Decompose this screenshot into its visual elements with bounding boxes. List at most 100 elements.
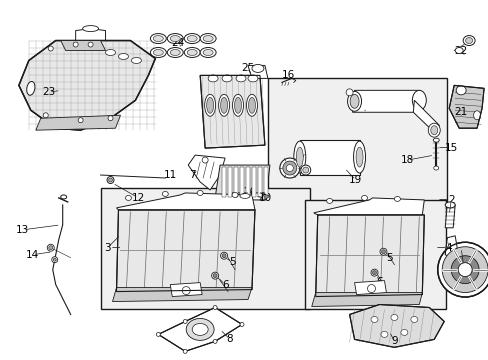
Ellipse shape (52, 257, 58, 263)
Polygon shape (444, 205, 454, 228)
Ellipse shape (450, 256, 478, 284)
Polygon shape (444, 236, 456, 258)
Ellipse shape (394, 197, 400, 201)
Ellipse shape (82, 26, 99, 32)
Ellipse shape (187, 50, 197, 55)
Ellipse shape (433, 166, 438, 170)
Bar (251, 167, 255, 197)
Text: 8: 8 (226, 334, 233, 345)
Ellipse shape (213, 274, 217, 278)
Ellipse shape (427, 123, 439, 137)
Text: 15: 15 (444, 143, 457, 153)
Ellipse shape (213, 306, 217, 310)
Ellipse shape (218, 94, 229, 116)
Polygon shape (313, 198, 424, 215)
Ellipse shape (211, 272, 218, 279)
Ellipse shape (302, 167, 308, 173)
Ellipse shape (153, 36, 163, 41)
Ellipse shape (197, 190, 203, 195)
Ellipse shape (457, 263, 471, 276)
Ellipse shape (49, 246, 53, 250)
Polygon shape (311, 293, 422, 306)
Ellipse shape (300, 165, 310, 175)
Ellipse shape (326, 198, 332, 203)
Text: 26: 26 (243, 187, 256, 197)
Ellipse shape (167, 48, 183, 58)
Ellipse shape (248, 97, 255, 113)
Ellipse shape (170, 50, 180, 55)
Ellipse shape (296, 147, 303, 167)
Polygon shape (412, 100, 438, 135)
Text: —: — (111, 243, 120, 252)
Ellipse shape (220, 97, 227, 113)
Ellipse shape (367, 285, 375, 293)
Ellipse shape (150, 33, 166, 44)
Ellipse shape (372, 271, 376, 275)
Ellipse shape (167, 33, 183, 44)
Polygon shape (215, 165, 269, 200)
Text: 12: 12 (132, 193, 145, 203)
Polygon shape (354, 280, 386, 294)
Text: 23: 23 (42, 87, 55, 97)
Text: 19: 19 (348, 175, 362, 185)
Text: 25: 25 (241, 63, 254, 73)
Text: 5: 5 (228, 257, 235, 267)
Ellipse shape (187, 36, 197, 41)
Ellipse shape (88, 42, 93, 47)
Text: 20: 20 (299, 147, 312, 157)
Ellipse shape (232, 94, 243, 116)
Text: 21: 21 (454, 107, 467, 117)
Text: 7: 7 (188, 170, 195, 180)
Ellipse shape (200, 48, 216, 58)
Ellipse shape (246, 94, 257, 116)
Ellipse shape (462, 36, 474, 45)
Polygon shape (116, 210, 254, 292)
Ellipse shape (355, 147, 362, 167)
Ellipse shape (222, 75, 232, 82)
Text: 2: 2 (447, 195, 453, 205)
Ellipse shape (53, 258, 56, 261)
Ellipse shape (186, 319, 214, 340)
Ellipse shape (240, 193, 249, 198)
Ellipse shape (430, 126, 437, 135)
Ellipse shape (240, 323, 244, 327)
Ellipse shape (150, 48, 166, 58)
Ellipse shape (455, 86, 465, 95)
Polygon shape (260, 193, 269, 200)
Bar (264, 167, 267, 197)
Text: 9: 9 (390, 336, 397, 346)
Text: 5: 5 (386, 253, 392, 263)
Bar (222, 167, 225, 197)
Ellipse shape (118, 54, 128, 59)
Polygon shape (352, 90, 419, 112)
Ellipse shape (441, 247, 487, 293)
Text: 6: 6 (222, 280, 228, 289)
Text: 16: 16 (282, 71, 295, 80)
Ellipse shape (183, 319, 187, 323)
Ellipse shape (78, 118, 83, 123)
Ellipse shape (381, 250, 385, 254)
Ellipse shape (222, 254, 225, 258)
Polygon shape (158, 307, 242, 351)
Ellipse shape (411, 90, 426, 110)
Text: 6: 6 (375, 276, 382, 287)
Ellipse shape (203, 50, 213, 55)
Ellipse shape (380, 332, 387, 337)
Text: —: — (436, 243, 445, 252)
Ellipse shape (232, 193, 238, 197)
Ellipse shape (48, 46, 53, 51)
Ellipse shape (437, 242, 488, 297)
Bar (101, 188, 309, 310)
Ellipse shape (293, 141, 305, 173)
Bar (304, 200, 446, 310)
Ellipse shape (410, 316, 417, 323)
Ellipse shape (220, 252, 227, 259)
Ellipse shape (61, 195, 66, 199)
Ellipse shape (370, 269, 377, 276)
Ellipse shape (206, 97, 213, 113)
Text: —: — (451, 265, 459, 274)
Ellipse shape (73, 42, 78, 47)
Ellipse shape (361, 195, 367, 201)
Ellipse shape (465, 37, 471, 44)
Ellipse shape (454, 48, 462, 54)
